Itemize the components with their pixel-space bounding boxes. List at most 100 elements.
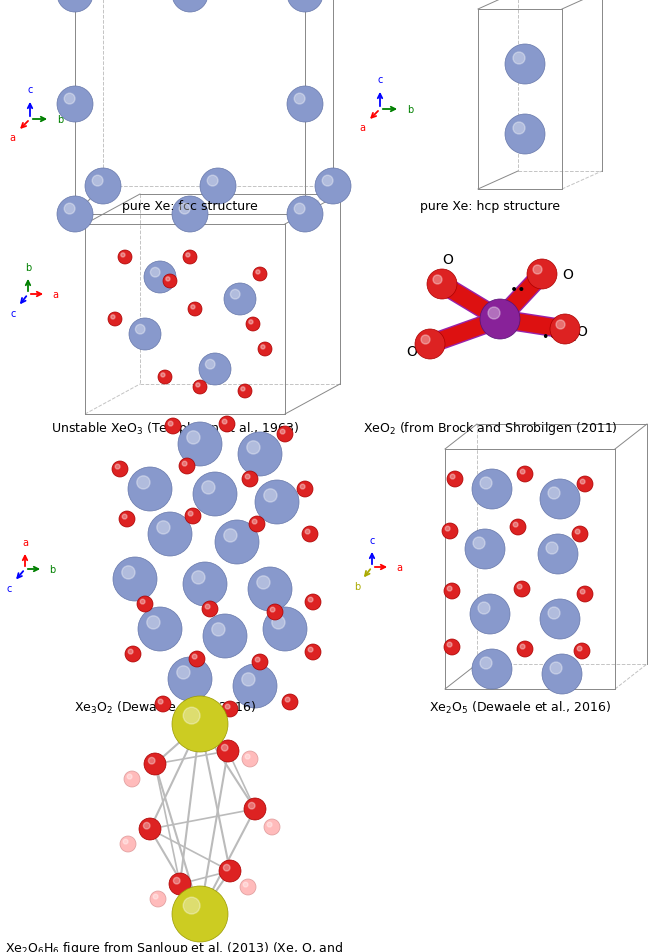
Circle shape <box>172 886 228 942</box>
Circle shape <box>85 169 121 205</box>
Circle shape <box>224 284 256 316</box>
Circle shape <box>577 586 593 603</box>
Circle shape <box>137 596 153 612</box>
Circle shape <box>444 640 460 655</box>
Circle shape <box>517 585 522 589</box>
Circle shape <box>287 0 323 13</box>
Circle shape <box>242 751 258 767</box>
Circle shape <box>225 704 230 709</box>
Circle shape <box>300 485 305 489</box>
Text: c: c <box>11 308 16 319</box>
Circle shape <box>183 897 200 914</box>
Text: b: b <box>57 115 63 125</box>
Circle shape <box>258 343 272 357</box>
Circle shape <box>546 543 558 554</box>
Circle shape <box>121 253 125 258</box>
Text: c: c <box>369 535 374 545</box>
Circle shape <box>277 426 293 443</box>
Circle shape <box>57 87 93 123</box>
Circle shape <box>192 655 197 660</box>
Circle shape <box>548 607 560 620</box>
Circle shape <box>183 563 227 606</box>
Circle shape <box>183 250 197 265</box>
Circle shape <box>241 387 245 391</box>
Text: pure Xe: hcp structure: pure Xe: hcp structure <box>420 200 560 213</box>
Circle shape <box>308 647 313 652</box>
Circle shape <box>540 480 580 520</box>
Circle shape <box>174 878 180 884</box>
Circle shape <box>510 520 526 535</box>
Circle shape <box>282 694 298 710</box>
Circle shape <box>222 420 227 425</box>
Circle shape <box>245 754 250 759</box>
Text: Xe$_2$O$_6$H$_6$ figure from Sanloup et al. (2013) (Xe, O, and: Xe$_2$O$_6$H$_6$ figure from Sanloup et … <box>5 939 343 952</box>
Text: •• Xe: •• Xe <box>542 331 577 344</box>
Circle shape <box>249 516 265 532</box>
Circle shape <box>222 702 238 717</box>
Circle shape <box>202 602 218 617</box>
Circle shape <box>294 204 305 215</box>
Text: a: a <box>396 563 402 572</box>
Circle shape <box>221 744 228 751</box>
Circle shape <box>513 523 518 527</box>
Circle shape <box>505 115 545 155</box>
Circle shape <box>305 529 310 534</box>
Circle shape <box>172 197 208 232</box>
Circle shape <box>168 657 212 702</box>
Circle shape <box>447 643 452 647</box>
Circle shape <box>255 481 299 525</box>
Circle shape <box>112 462 128 478</box>
Circle shape <box>305 645 321 661</box>
Circle shape <box>574 644 590 660</box>
Circle shape <box>129 319 161 350</box>
Circle shape <box>172 696 228 752</box>
Circle shape <box>153 894 158 899</box>
Circle shape <box>264 819 280 835</box>
Circle shape <box>200 169 236 205</box>
Text: O: O <box>563 268 573 282</box>
Circle shape <box>247 442 260 454</box>
Circle shape <box>150 891 166 907</box>
Circle shape <box>305 594 321 610</box>
Circle shape <box>520 469 525 474</box>
Circle shape <box>505 45 545 85</box>
Text: a: a <box>359 123 365 133</box>
Circle shape <box>238 432 282 477</box>
Circle shape <box>580 589 585 594</box>
Circle shape <box>514 582 530 597</box>
Circle shape <box>248 567 292 611</box>
Text: O: O <box>443 252 454 267</box>
Circle shape <box>185 508 201 525</box>
Circle shape <box>217 741 239 763</box>
Circle shape <box>315 169 351 205</box>
Text: a: a <box>9 133 15 143</box>
Circle shape <box>556 321 565 329</box>
Circle shape <box>196 384 200 387</box>
Circle shape <box>473 538 485 549</box>
Circle shape <box>280 429 285 434</box>
Text: b: b <box>49 565 55 574</box>
Circle shape <box>230 290 240 300</box>
Circle shape <box>111 315 115 320</box>
Text: XeO$_2$ (from Brock and Shrobilgen (2011): XeO$_2$ (from Brock and Shrobilgen (2011… <box>362 420 617 437</box>
Circle shape <box>125 646 141 663</box>
Circle shape <box>169 873 191 895</box>
Circle shape <box>199 353 231 386</box>
Circle shape <box>144 823 150 829</box>
Circle shape <box>65 204 75 215</box>
Circle shape <box>257 576 270 589</box>
Circle shape <box>442 524 458 540</box>
Circle shape <box>444 584 460 600</box>
Circle shape <box>572 526 588 543</box>
Circle shape <box>249 321 253 325</box>
Circle shape <box>57 0 93 13</box>
Circle shape <box>189 651 205 667</box>
Circle shape <box>223 864 230 871</box>
Circle shape <box>256 270 260 275</box>
Circle shape <box>445 526 450 531</box>
Text: b: b <box>354 582 360 591</box>
Circle shape <box>137 476 150 489</box>
Circle shape <box>183 707 200 724</box>
Circle shape <box>150 268 160 278</box>
Circle shape <box>139 818 161 840</box>
